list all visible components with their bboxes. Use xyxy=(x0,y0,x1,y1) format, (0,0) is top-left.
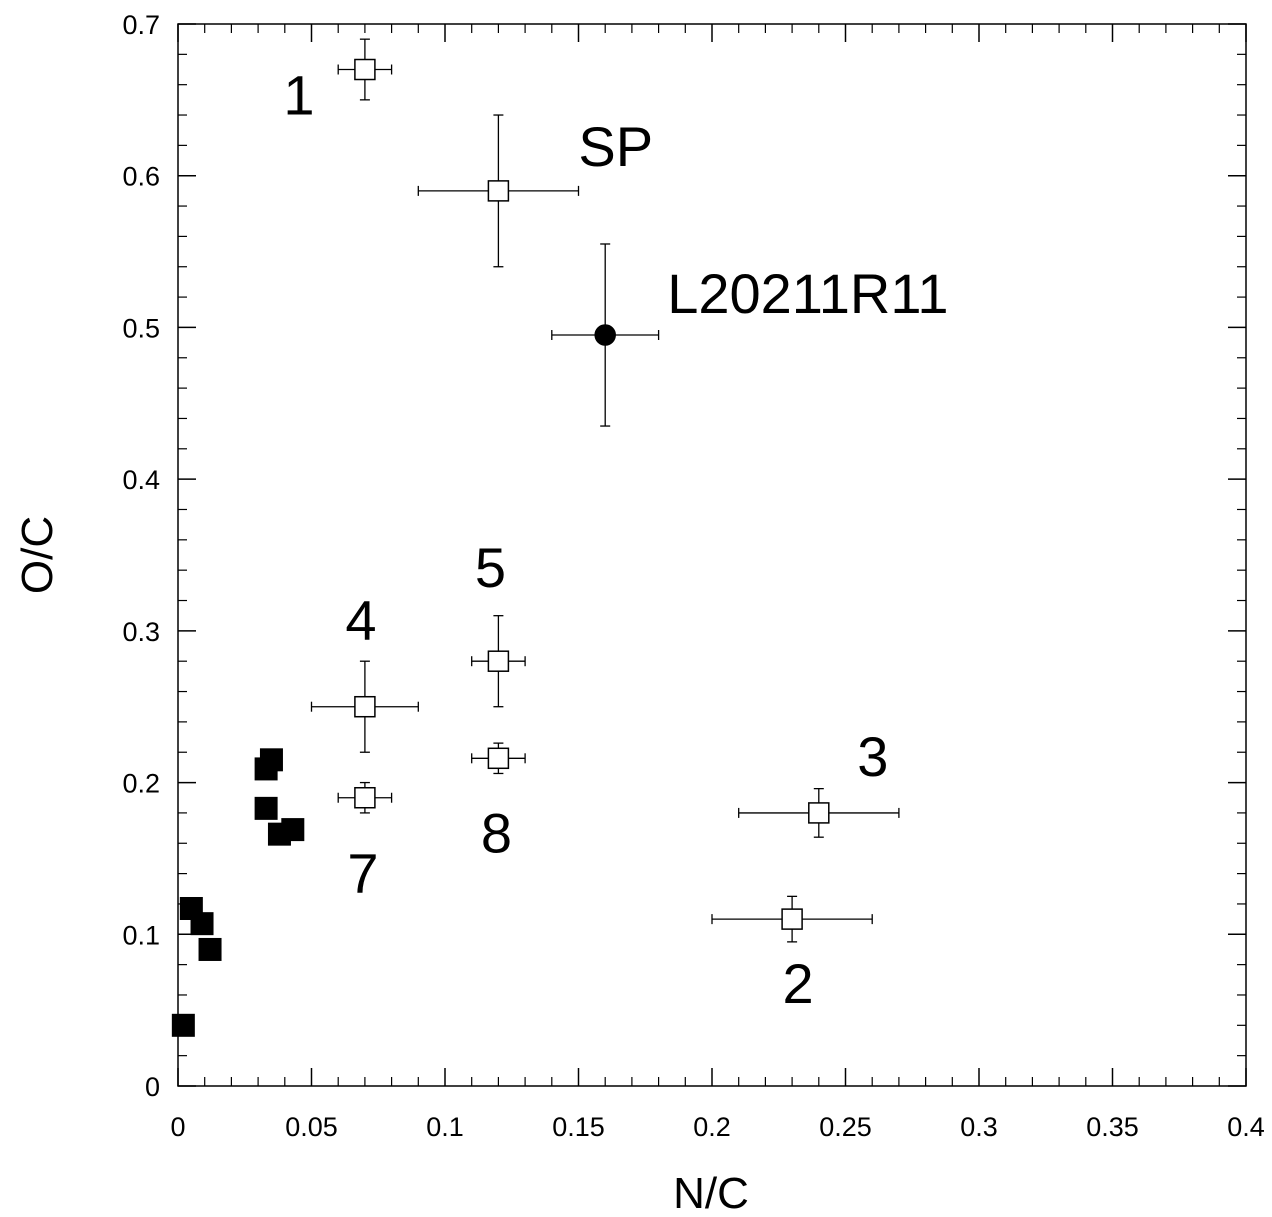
y-tick-label: 0.2 xyxy=(122,769,160,799)
y-tick-label: 0.4 xyxy=(122,465,160,495)
filled-square-marker xyxy=(190,912,214,936)
y-tick-label: 0.6 xyxy=(122,162,160,192)
x-tick-labels: 0 0.05 0.1 0.15 0.2 0.25 0.3 0.35 0.4 xyxy=(170,1112,1264,1142)
open-square-marker xyxy=(487,747,510,770)
y-axis-title: O/C xyxy=(13,516,62,594)
open-square-marker xyxy=(781,908,803,930)
x-axis-title: N/C xyxy=(673,1169,749,1217)
x-tick-label: 0 xyxy=(170,1112,185,1142)
point-label: 3 xyxy=(857,725,888,788)
point-labels: 1 SP L20211R11 5 4 8 7 3 2 xyxy=(283,64,948,1016)
y-tick-label: 0.5 xyxy=(122,313,160,343)
filled-square-marker xyxy=(254,796,278,820)
plot-frame xyxy=(177,23,1247,1087)
filled-square-marker xyxy=(171,1013,195,1037)
open-square-marker xyxy=(354,58,376,81)
point-label: SP xyxy=(578,115,653,178)
filled-square-marker xyxy=(198,937,222,961)
point-label: 7 xyxy=(347,842,378,905)
point-label: 4 xyxy=(345,589,376,652)
x-tick-label: 0.4 xyxy=(1227,1112,1265,1142)
x-tick-label: 0.35 xyxy=(1086,1112,1139,1142)
x-tick-label: 0.1 xyxy=(426,1112,464,1142)
x-tick-label: 0.3 xyxy=(960,1112,998,1142)
y-tick-label: 0.7 xyxy=(122,10,160,40)
x-tick-label: 0.05 xyxy=(285,1112,338,1142)
x-tick-label: 0.25 xyxy=(819,1112,872,1142)
open-square-marker xyxy=(487,650,510,672)
data-markers xyxy=(171,58,830,1037)
y-tick-label: 0.1 xyxy=(122,920,160,950)
y-tick-label: 0 xyxy=(145,1072,160,1102)
x-tick-label: 0.15 xyxy=(552,1112,605,1142)
filled-square-marker xyxy=(281,818,305,842)
axis-ticks xyxy=(177,23,1247,1087)
point-label: 5 xyxy=(475,536,506,599)
open-square-marker xyxy=(487,180,510,202)
point-label: 8 xyxy=(481,801,512,864)
x-tick-label: 0.2 xyxy=(693,1112,731,1142)
open-square-marker xyxy=(354,695,376,718)
open-square-marker xyxy=(808,802,830,824)
open-square-marker xyxy=(354,786,376,809)
filled-circle-marker xyxy=(594,324,616,346)
y-tick-labels: 0 0.1 0.2 0.3 0.4 0.5 0.6 0.7 xyxy=(122,10,160,1102)
point-label: 2 xyxy=(783,952,814,1015)
y-tick-label: 0.3 xyxy=(122,617,160,647)
point-label: 1 xyxy=(283,64,314,127)
filled-square-marker xyxy=(254,757,278,781)
point-label: L20211R11 xyxy=(667,262,948,325)
